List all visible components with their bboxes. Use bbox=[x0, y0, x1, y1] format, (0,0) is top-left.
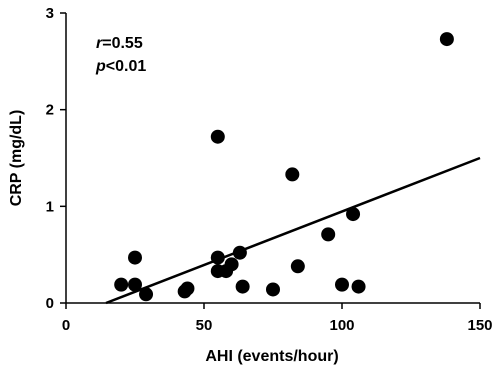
data-point bbox=[180, 281, 195, 296]
data-point bbox=[351, 279, 366, 294]
data-point bbox=[224, 257, 239, 272]
axis-ticks: 0 50 100 150 0 1 2 3 bbox=[46, 5, 493, 334]
data-point bbox=[235, 279, 250, 294]
data-point bbox=[232, 245, 247, 260]
data-point bbox=[346, 207, 361, 222]
x-axis-label: AHI (events/hour) bbox=[205, 348, 338, 365]
y-tick-label: 3 bbox=[46, 5, 54, 22]
data-point bbox=[128, 277, 142, 292]
trendline-group bbox=[105, 156, 481, 305]
data-point bbox=[439, 32, 454, 47]
data-point bbox=[139, 287, 154, 302]
data-point bbox=[335, 277, 349, 292]
data-point bbox=[114, 277, 129, 292]
data-point bbox=[210, 129, 225, 144]
data-point bbox=[290, 259, 305, 274]
regression-line bbox=[105, 156, 481, 305]
y-tick-label: 1 bbox=[46, 198, 54, 215]
y-tick-label: 2 bbox=[46, 102, 54, 119]
x-tick-label: 50 bbox=[196, 317, 213, 334]
p-value-annotation: p<0.01 bbox=[95, 58, 146, 75]
data-point bbox=[266, 282, 280, 297]
data-point bbox=[285, 167, 300, 182]
x-tick-label: 100 bbox=[329, 317, 354, 334]
x-tick-label: 150 bbox=[467, 317, 492, 334]
y-axis-label: CRP (mg/dL) bbox=[8, 110, 25, 207]
points-group bbox=[114, 32, 454, 302]
plot-area bbox=[65, 13, 480, 304]
data-point bbox=[128, 250, 142, 265]
data-point bbox=[321, 227, 336, 242]
y-tick-label: 0 bbox=[46, 295, 54, 312]
x-tick-label: 0 bbox=[62, 317, 70, 334]
data-point bbox=[210, 250, 225, 265]
correlation-annotation: r=0.55 bbox=[96, 35, 143, 52]
